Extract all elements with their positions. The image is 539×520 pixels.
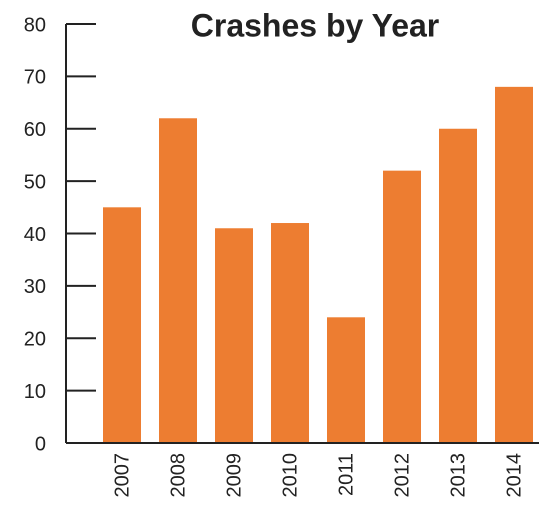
x-tick-label: 2013 xyxy=(447,453,469,498)
bar xyxy=(383,170,421,443)
x-tick-label: 2008 xyxy=(167,453,189,498)
x-tick-label: 2012 xyxy=(391,453,413,498)
x-tick-label: 2011 xyxy=(335,453,357,496)
y-tick-label: 30 xyxy=(24,276,46,298)
x-tick-label: 2007 xyxy=(111,453,133,498)
y-tick-label: 10 xyxy=(24,381,46,403)
bar xyxy=(327,317,365,443)
y-tick-label: 0 xyxy=(35,433,46,455)
bar xyxy=(495,86,533,443)
y-tick-label: 20 xyxy=(24,329,46,351)
chart-title: Crashes by Year xyxy=(191,7,439,43)
bar xyxy=(215,228,253,443)
x-tick-label: 2010 xyxy=(279,453,301,498)
x-tick-label: 2014 xyxy=(503,453,525,498)
bar xyxy=(271,223,309,443)
y-tick-label: 60 xyxy=(24,119,46,141)
y-tick-label: 70 xyxy=(24,67,46,89)
bar xyxy=(439,128,477,443)
bar xyxy=(159,118,197,444)
bar xyxy=(103,207,141,443)
x-tick-label: 2009 xyxy=(223,453,245,498)
y-tick-label: 40 xyxy=(24,224,46,246)
y-tick-label: 50 xyxy=(24,171,46,193)
y-tick-label: 80 xyxy=(24,14,46,36)
